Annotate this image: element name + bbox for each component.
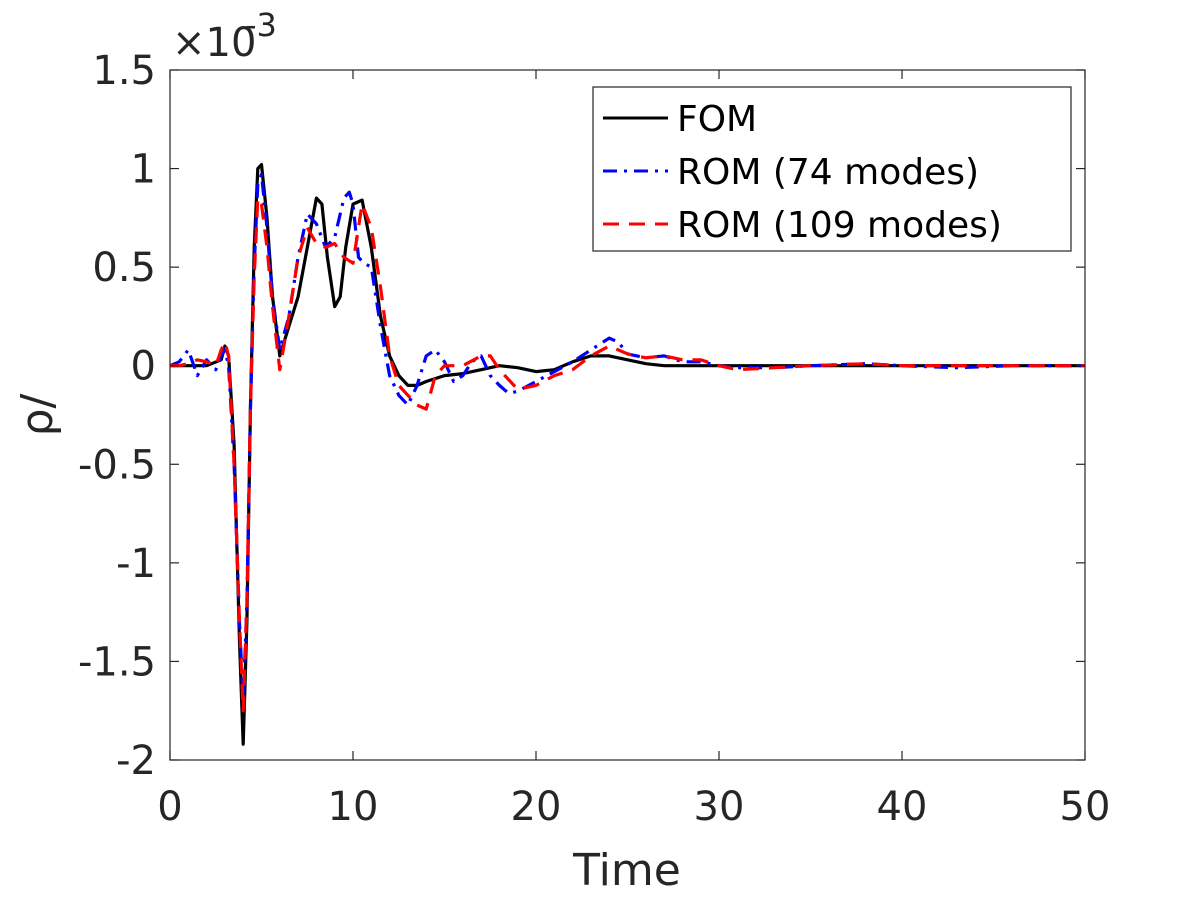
x-tick-label: 40 bbox=[877, 784, 928, 830]
y-tick-label: -2 bbox=[116, 738, 156, 784]
series-layer bbox=[169, 163, 1085, 746]
legend-box bbox=[592, 86, 1072, 252]
x-tick-label: 30 bbox=[694, 784, 745, 830]
y-tick-label: 0.5 bbox=[92, 245, 156, 291]
y-scale-multiplier: ×10 bbox=[172, 20, 256, 66]
x-axis-label: Time bbox=[572, 845, 681, 896]
y-axis-label: ρ/ bbox=[12, 393, 63, 436]
y-tick-label: -0.5 bbox=[78, 442, 156, 488]
series-line-fom bbox=[170, 163, 1085, 746]
y-tick-label: 0 bbox=[131, 344, 156, 390]
series-line-rom-109-modes bbox=[170, 196, 1085, 713]
legend-entry-rom-74: ROM (74 modes) bbox=[677, 152, 979, 193]
x-tick-label: 10 bbox=[328, 784, 379, 830]
legend: FOM ROM (74 modes) ROM (109 modes) bbox=[592, 86, 1072, 252]
y-tick-label: 1 bbox=[131, 147, 156, 193]
legend-entry-rom-109: ROM (109 modes) bbox=[677, 205, 1002, 246]
tick-layer: 0 10 20 30 40 50 -2 -1.5 -1 -0.5 0 0.5 1 1.5 bbox=[78, 48, 1111, 830]
legend-entry-fom: FOM bbox=[677, 99, 757, 140]
x-tick-label: 20 bbox=[511, 784, 562, 830]
x-tick-label: 0 bbox=[157, 784, 182, 830]
x-tick-label: 50 bbox=[1060, 784, 1111, 830]
y-scale-exponent: -3 bbox=[245, 6, 277, 44]
axes-box bbox=[169, 69, 1086, 761]
y-tick-label: 1.5 bbox=[92, 48, 156, 94]
y-tick-label: -1.5 bbox=[78, 639, 156, 685]
y-tick-label: -1 bbox=[116, 541, 156, 587]
